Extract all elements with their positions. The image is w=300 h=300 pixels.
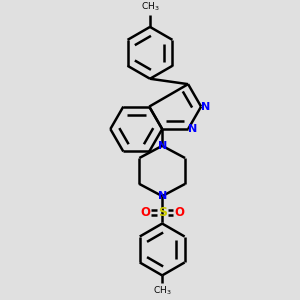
Text: O: O bbox=[140, 206, 150, 219]
Text: S: S bbox=[158, 206, 167, 219]
Text: CH$_3$: CH$_3$ bbox=[153, 284, 172, 297]
Text: O: O bbox=[174, 206, 184, 219]
Text: N: N bbox=[188, 124, 198, 134]
Text: N: N bbox=[201, 102, 211, 112]
Text: CH$_3$: CH$_3$ bbox=[141, 1, 159, 13]
Text: N: N bbox=[158, 141, 167, 151]
Text: N: N bbox=[158, 191, 167, 201]
